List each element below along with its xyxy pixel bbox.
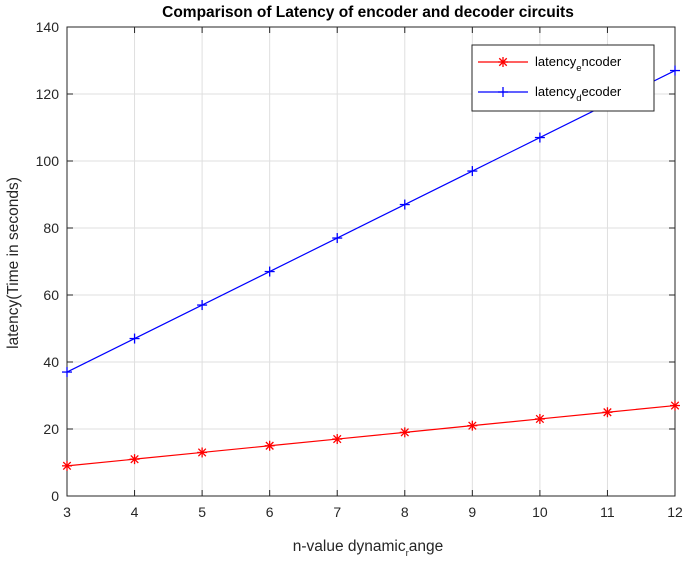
data-point — [670, 65, 680, 76]
data-point — [602, 407, 613, 418]
y-tick-label: 100 — [36, 153, 60, 169]
x-axis-label-rest: ange — [409, 538, 443, 555]
x-axis-label-main: n-value dynamic — [293, 538, 406, 555]
legend-box — [471, 44, 655, 112]
series-latency_decoder — [62, 65, 680, 378]
data-point — [399, 199, 410, 210]
series — [62, 65, 680, 471]
y-tick-label: 20 — [43, 421, 59, 437]
legend-label: latencyencoder — [535, 54, 622, 74]
x-tick-label: 6 — [266, 504, 274, 520]
x-tick-label: 9 — [468, 504, 476, 520]
data-point — [332, 434, 343, 445]
data-point — [197, 447, 208, 458]
series-line — [66, 70, 676, 373]
legend-label-subscript: d — [576, 93, 581, 104]
data-point — [129, 454, 140, 465]
data-point — [534, 132, 545, 143]
x-tick-label: 3 — [63, 504, 71, 520]
data-point — [264, 440, 275, 451]
chart-title: Comparison of Latency of encoder and dec… — [162, 4, 574, 21]
y-tick-label: 0 — [51, 488, 59, 504]
y-tick-label: 80 — [43, 220, 59, 236]
series-latency_encoder — [62, 400, 680, 471]
legend-entry-latency_encoder: latencyencoder — [478, 54, 622, 74]
data-point — [62, 460, 72, 471]
data-point — [399, 427, 410, 438]
legend-label-prefix: latency — [535, 54, 577, 69]
legend-label-suffix: ecoder — [582, 84, 622, 99]
x-tick-label: 10 — [532, 504, 548, 520]
data-point — [332, 233, 343, 244]
data-point — [264, 266, 275, 277]
y-tick-label: 40 — [43, 354, 59, 370]
data-point — [467, 420, 478, 431]
x-tick-label: 8 — [401, 504, 409, 520]
x-axis-label: n-value dynamicrange — [293, 538, 444, 559]
x-tick-label: 12 — [667, 504, 683, 520]
legend-entry-latency_decoder: latencydecoder — [478, 84, 622, 104]
legend-label-subscript: e — [576, 63, 581, 74]
data-point — [197, 300, 208, 311]
series-line — [66, 404, 676, 467]
x-tick-label: 5 — [198, 504, 206, 520]
y-axis-label: latency(Time in seconds) — [5, 177, 22, 349]
x-tick-label: 11 — [600, 504, 615, 520]
x-tick-label: 7 — [333, 504, 341, 520]
y-tick-label: 140 — [36, 19, 60, 35]
data-point — [670, 400, 680, 411]
x-axis-label-subscript: r — [406, 548, 409, 559]
legend-marker — [498, 87, 508, 97]
y-tick-label: 60 — [43, 287, 59, 303]
x-tick-label: 4 — [131, 504, 139, 520]
data-point — [62, 367, 72, 378]
legend-label: latencydecoder — [535, 84, 622, 104]
legend-marker — [498, 57, 508, 67]
legend-label-suffix: ncoder — [582, 54, 622, 69]
plot-frame — [66, 26, 676, 497]
legend-label-prefix: latency — [535, 84, 577, 99]
data-point — [129, 333, 140, 344]
data-point — [534, 413, 545, 424]
y-tick-label: 120 — [36, 86, 60, 102]
data-point — [467, 166, 478, 177]
